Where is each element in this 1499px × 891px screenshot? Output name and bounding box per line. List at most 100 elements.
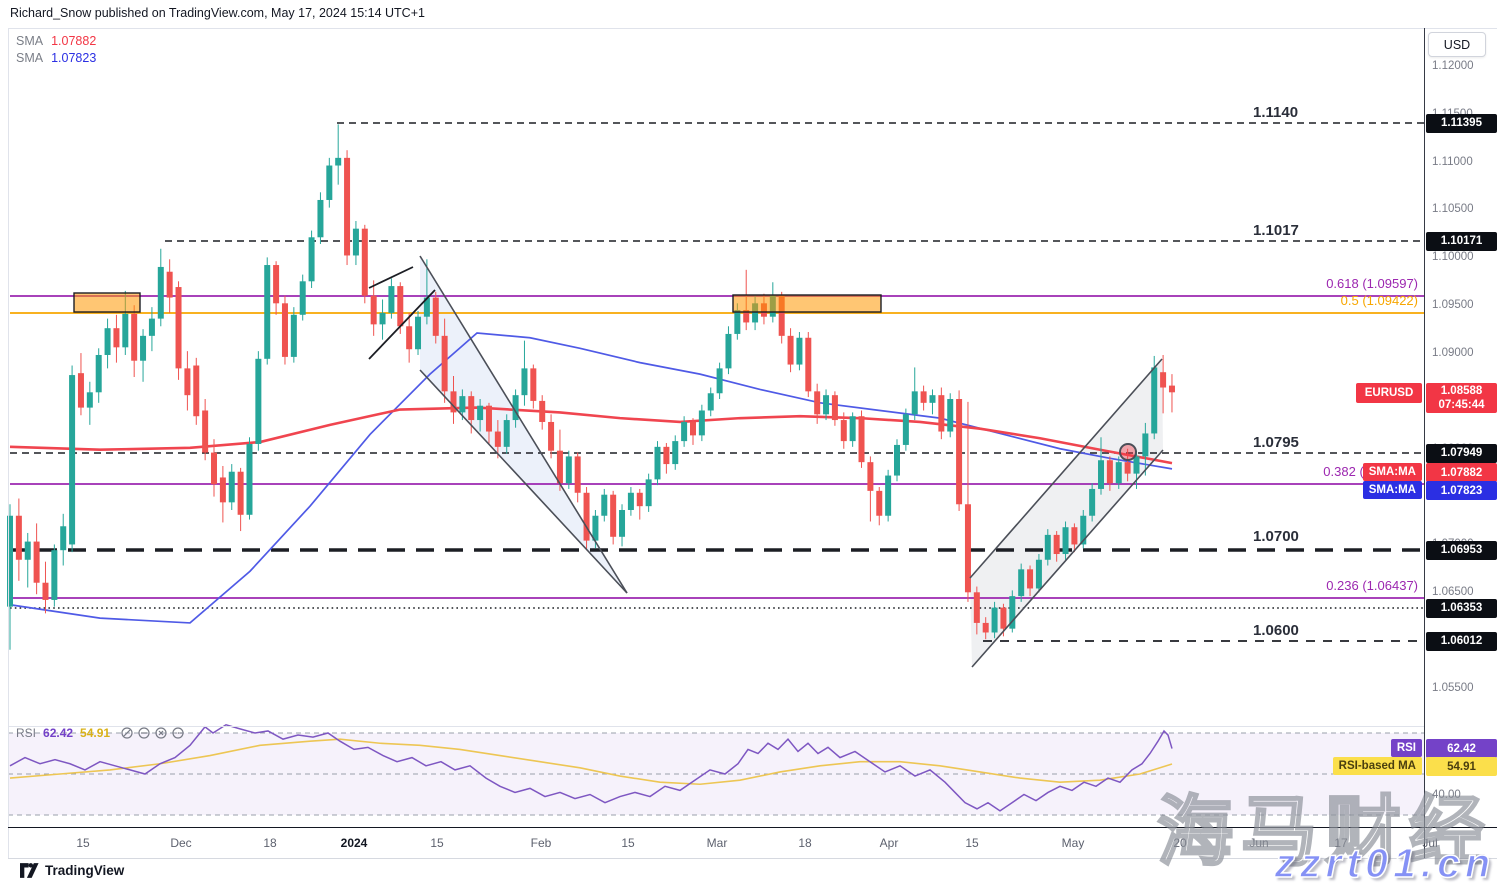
candle-body bbox=[716, 368, 723, 394]
candle-body bbox=[894, 444, 900, 476]
candle-body bbox=[840, 420, 847, 442]
candle-body bbox=[991, 607, 998, 633]
candle-body bbox=[698, 410, 705, 436]
candle-body bbox=[938, 395, 945, 432]
candle-body bbox=[485, 405, 492, 432]
candle-body bbox=[122, 313, 129, 348]
candle-body bbox=[796, 337, 803, 365]
candle-body bbox=[33, 541, 40, 583]
rising-channel-fill[interactable] bbox=[970, 359, 1163, 667]
candle-body bbox=[1018, 569, 1025, 597]
candle-body bbox=[681, 421, 688, 442]
rsi-band bbox=[8, 733, 1424, 815]
candle-body bbox=[1115, 462, 1122, 484]
candle-body bbox=[752, 303, 759, 323]
candle-body bbox=[42, 582, 49, 600]
candle-body bbox=[131, 313, 138, 361]
candle-body bbox=[920, 391, 927, 403]
price-axis[interactable] bbox=[1424, 28, 1499, 827]
candle-body bbox=[415, 316, 422, 350]
candle-body bbox=[689, 421, 696, 436]
candle-body bbox=[964, 504, 971, 593]
candle-body bbox=[778, 295, 785, 336]
trendline-1[interactable] bbox=[368, 266, 414, 289]
candle-body bbox=[530, 368, 537, 401]
candle-body bbox=[69, 375, 76, 545]
candle-body bbox=[1035, 559, 1042, 589]
candle-body bbox=[982, 622, 989, 633]
falling-wedge-upper-edge[interactable] bbox=[419, 255, 628, 594]
sma-slow-line[interactable] bbox=[9, 406, 1173, 465]
candle-body bbox=[583, 492, 590, 541]
candle-body bbox=[441, 335, 448, 392]
candle-body bbox=[308, 237, 315, 282]
candle-body bbox=[1080, 515, 1087, 545]
rising-channel-lower-edge[interactable] bbox=[971, 449, 1164, 668]
candle-body bbox=[477, 405, 484, 421]
candle-body bbox=[1151, 367, 1158, 434]
candle-body bbox=[574, 456, 581, 493]
tradingview-brand-text: TradingView bbox=[45, 863, 125, 878]
rising-channel-upper-edge[interactable] bbox=[969, 358, 1163, 579]
candle-body bbox=[565, 456, 572, 484]
candle-body bbox=[228, 471, 235, 503]
trendline-2[interactable] bbox=[368, 289, 436, 360]
candle-body bbox=[1044, 534, 1051, 560]
candle-body bbox=[219, 477, 226, 503]
time-axis[interactable] bbox=[8, 827, 1424, 858]
candle-body bbox=[645, 479, 652, 507]
candle-body bbox=[397, 286, 404, 327]
candle-body bbox=[1009, 596, 1016, 629]
rsi-hide-icon[interactable] bbox=[121, 727, 133, 739]
rsi-delete-icon[interactable] bbox=[155, 727, 167, 739]
candle-body bbox=[929, 395, 936, 403]
candle-body bbox=[290, 314, 297, 357]
candle-body bbox=[264, 265, 271, 359]
supply-zone-1[interactable] bbox=[73, 292, 141, 313]
rsi-more-icon[interactable] bbox=[172, 727, 184, 739]
candle-body bbox=[1053, 534, 1060, 555]
candle-body bbox=[654, 446, 661, 480]
candle-body bbox=[211, 452, 218, 485]
currency-button[interactable]: USD bbox=[1428, 32, 1486, 57]
candle-body bbox=[1106, 460, 1113, 484]
candle-body bbox=[1089, 488, 1096, 516]
sma-cross-highlight-circle[interactable] bbox=[1119, 443, 1137, 461]
candle-body bbox=[707, 393, 714, 411]
candle-body bbox=[388, 286, 395, 313]
falling-wedge-lower-edge[interactable] bbox=[419, 369, 628, 594]
candle-body bbox=[911, 391, 918, 415]
candle-body bbox=[166, 271, 173, 298]
candle-body bbox=[246, 443, 253, 515]
candle-body bbox=[202, 410, 209, 453]
candle-body bbox=[867, 462, 874, 491]
candle-body bbox=[1000, 607, 1007, 629]
candle-body bbox=[432, 297, 439, 336]
candle-body bbox=[1071, 527, 1078, 545]
candle-body bbox=[148, 318, 155, 336]
candle-body bbox=[317, 199, 324, 238]
candle-body bbox=[849, 416, 856, 442]
candle-body bbox=[77, 373, 84, 408]
candle-body bbox=[140, 335, 147, 361]
candle-body bbox=[1098, 460, 1105, 489]
candle-body bbox=[494, 431, 501, 447]
rsi-ma-line[interactable] bbox=[9, 738, 1173, 786]
rsi-settings-icon[interactable] bbox=[138, 727, 150, 739]
candle-body bbox=[521, 368, 528, 396]
candle-body bbox=[450, 391, 457, 413]
candle-body bbox=[743, 310, 750, 323]
candle-body bbox=[831, 395, 838, 421]
candle-body bbox=[512, 395, 519, 421]
candle-body bbox=[352, 228, 359, 256]
tradingview-attribution[interactable]: TradingView bbox=[20, 862, 124, 879]
candle-body bbox=[627, 492, 634, 511]
candle-body bbox=[876, 490, 883, 516]
candle-body bbox=[1133, 456, 1140, 474]
supply-zone-2[interactable] bbox=[732, 294, 882, 313]
candle-body bbox=[725, 333, 732, 369]
candle-body bbox=[7, 515, 13, 607]
candle-body bbox=[273, 265, 280, 304]
candle-body bbox=[947, 399, 954, 432]
